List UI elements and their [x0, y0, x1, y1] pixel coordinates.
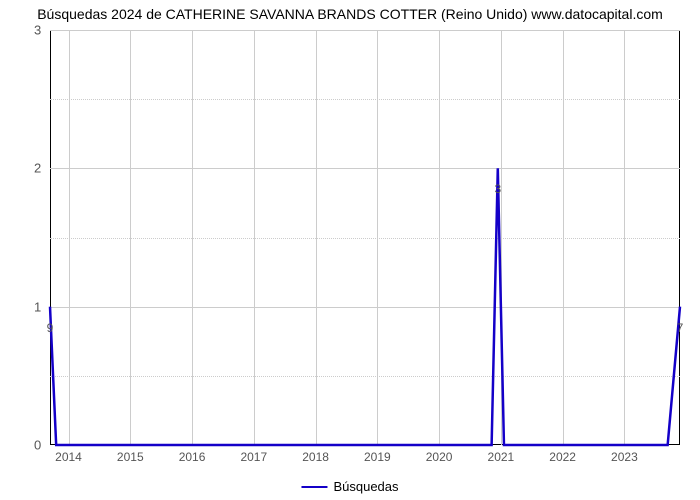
chart-area: 937 0123 2014201520162017201820192020202…: [50, 30, 680, 445]
chart-title: Búsquedas 2024 de CATHERINE SAVANNA BRAN…: [37, 6, 663, 22]
x-tick-label: 2021: [488, 450, 515, 464]
data-point-count: 3: [494, 182, 501, 196]
data-point-count: 7: [677, 321, 684, 335]
x-tick-label: 2014: [55, 450, 82, 464]
y-tick-label: 3: [34, 23, 42, 38]
x-tick-label: 2022: [549, 450, 576, 464]
legend-label: Búsquedas: [333, 479, 398, 494]
y-tick-label: 1: [34, 299, 42, 314]
y-tick-label: 2: [34, 161, 42, 176]
x-tick-label: 2019: [364, 450, 391, 464]
legend: Búsquedas: [301, 479, 398, 494]
x-tick-label: 2016: [179, 450, 206, 464]
y-tick-label: 0: [34, 438, 42, 453]
x-tick-label: 2020: [426, 450, 453, 464]
series-line: [50, 30, 680, 445]
x-tick-label: 2023: [611, 450, 638, 464]
x-tick-label: 2017: [240, 450, 267, 464]
legend-line-icon: [301, 486, 327, 488]
x-tick-label: 2015: [117, 450, 144, 464]
x-tick-label: 2018: [302, 450, 329, 464]
data-point-count: 9: [47, 321, 54, 335]
